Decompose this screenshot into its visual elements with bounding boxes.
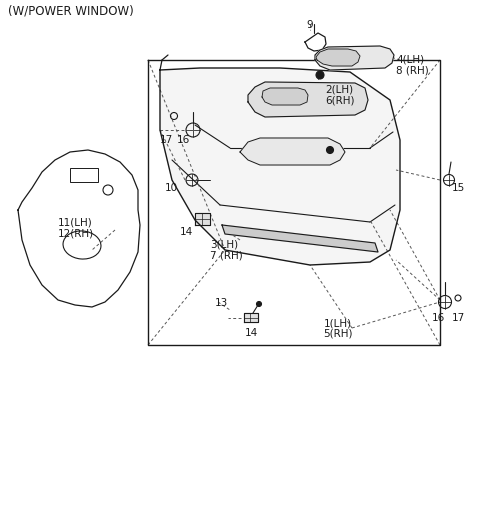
Polygon shape — [240, 138, 345, 165]
Circle shape — [326, 147, 334, 153]
Text: 4(LH): 4(LH) — [396, 54, 424, 64]
Text: 13: 13 — [215, 298, 228, 308]
Bar — [70, 168, 98, 182]
Text: 1(LH): 1(LH) — [324, 318, 352, 328]
Polygon shape — [316, 49, 360, 66]
Polygon shape — [160, 68, 400, 265]
Text: 16: 16 — [177, 135, 190, 145]
Polygon shape — [315, 46, 394, 70]
Text: 7 (RH): 7 (RH) — [210, 250, 243, 260]
Text: 14: 14 — [245, 328, 258, 338]
Text: (W/POWER WINDOW): (W/POWER WINDOW) — [8, 4, 134, 17]
Text: 16: 16 — [432, 313, 445, 323]
Text: 14: 14 — [180, 227, 193, 237]
Text: 2(LH): 2(LH) — [325, 84, 353, 94]
Polygon shape — [262, 88, 308, 105]
Polygon shape — [195, 213, 210, 225]
Text: 5(RH): 5(RH) — [323, 328, 353, 338]
Text: 3(LH): 3(LH) — [210, 239, 238, 249]
Polygon shape — [222, 225, 378, 252]
Text: 11(LH): 11(LH) — [58, 217, 93, 227]
Text: 12(RH): 12(RH) — [58, 228, 94, 238]
Text: 6(RH): 6(RH) — [325, 95, 355, 105]
Circle shape — [256, 302, 262, 306]
Text: 15: 15 — [452, 183, 465, 193]
Polygon shape — [244, 313, 258, 322]
Circle shape — [316, 71, 324, 79]
Text: 8 (RH): 8 (RH) — [396, 65, 429, 75]
Text: 17: 17 — [160, 135, 173, 145]
Text: 17: 17 — [452, 313, 465, 323]
Text: 10: 10 — [165, 183, 178, 193]
Polygon shape — [248, 82, 368, 117]
Text: 9: 9 — [307, 20, 313, 30]
